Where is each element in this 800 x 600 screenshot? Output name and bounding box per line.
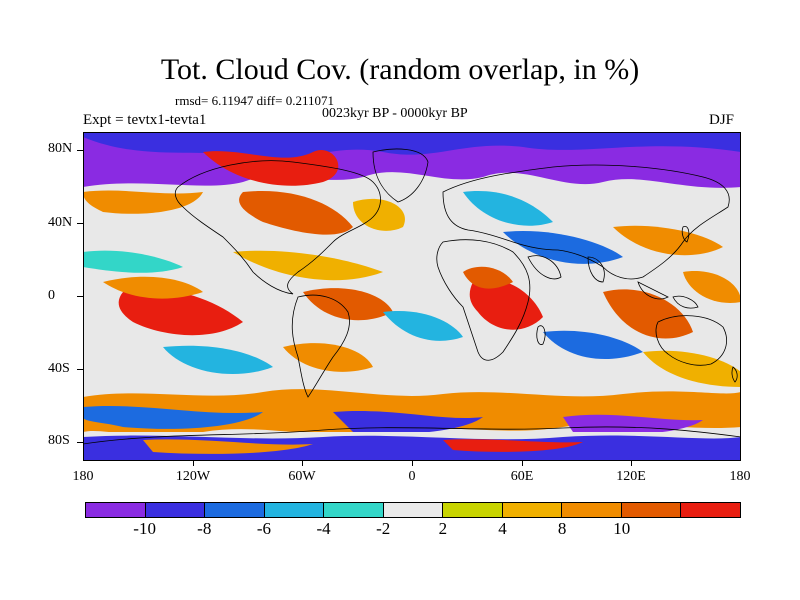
period-label: 0023kyr BP - 0000kyr BP [322,106,468,121]
coastlines [83,148,741,445]
rmsd-diff-stats: rmsd= 6.11947 diff= 0.211071 [175,93,334,108]
lon-tick [193,461,194,466]
colorbar-label-8: 10 [613,519,631,538]
map-svg [83,132,741,461]
lon-label-120w: 120W [175,469,211,484]
lon-tick [631,461,632,466]
lat-label-equator: 0 [48,288,55,303]
colorbar-swatch-0 [86,503,146,517]
lon-label-60w: 60W [288,469,316,484]
colorbar-swatch-9 [621,503,682,517]
lon-tick [522,461,523,466]
lat-tick [77,442,83,443]
colorbar-swatch-1 [145,503,206,517]
colorbar-label-2: -6 [256,519,271,538]
colorbar-label-6: 4 [498,519,507,538]
colorbar-swatch-8 [562,503,622,517]
colorbar-label-4: -2 [376,519,391,538]
colorbar-label-1: -8 [197,519,212,538]
colorbar-label-3: -4 [316,519,331,538]
lat-label-40n: 40N [48,215,73,230]
colorbar-swatch-2 [205,503,265,517]
colorbar-swatch-6 [443,503,503,517]
lon-label-0: 0 [408,469,416,484]
colorbar-swatch-7 [502,503,563,517]
colorbar-swatch-10 [681,503,741,517]
lon-label-180w: 180 [72,469,94,484]
cloud-cover-difference-map [83,132,741,461]
map-title: Tot. Cloud Cov. (random overlap, in %) [160,53,640,86]
experiment-label: Expt = tevtx1-tevta1 [83,112,207,128]
lon-label-60e: 60E [510,469,534,484]
colorbar [85,502,741,518]
lon-label-180e: 180 [729,469,751,484]
colorbar-swatch-4 [324,503,384,517]
lat-label-80s: 80S [48,433,70,448]
lat-tick [77,369,83,370]
lat-label-40s: 40S [48,361,70,376]
anomaly-field [83,132,741,461]
lon-label-120e: 120E [616,469,646,484]
lat-tick [77,150,83,151]
lat-tick [77,296,83,297]
lon-tick [302,461,303,466]
season-label: DJF [709,112,735,128]
map-frame [83,132,741,461]
lat-label-80n: 80N [48,141,73,156]
colorbar-label-5: 2 [438,519,448,538]
colorbar-swatch-5 [383,503,444,517]
lon-tick [412,461,413,466]
lat-tick [77,223,83,224]
colorbar-label-7: 8 [557,519,567,538]
colorbar-swatch-3 [264,503,325,517]
colorbar-label-0: -10 [133,519,156,538]
